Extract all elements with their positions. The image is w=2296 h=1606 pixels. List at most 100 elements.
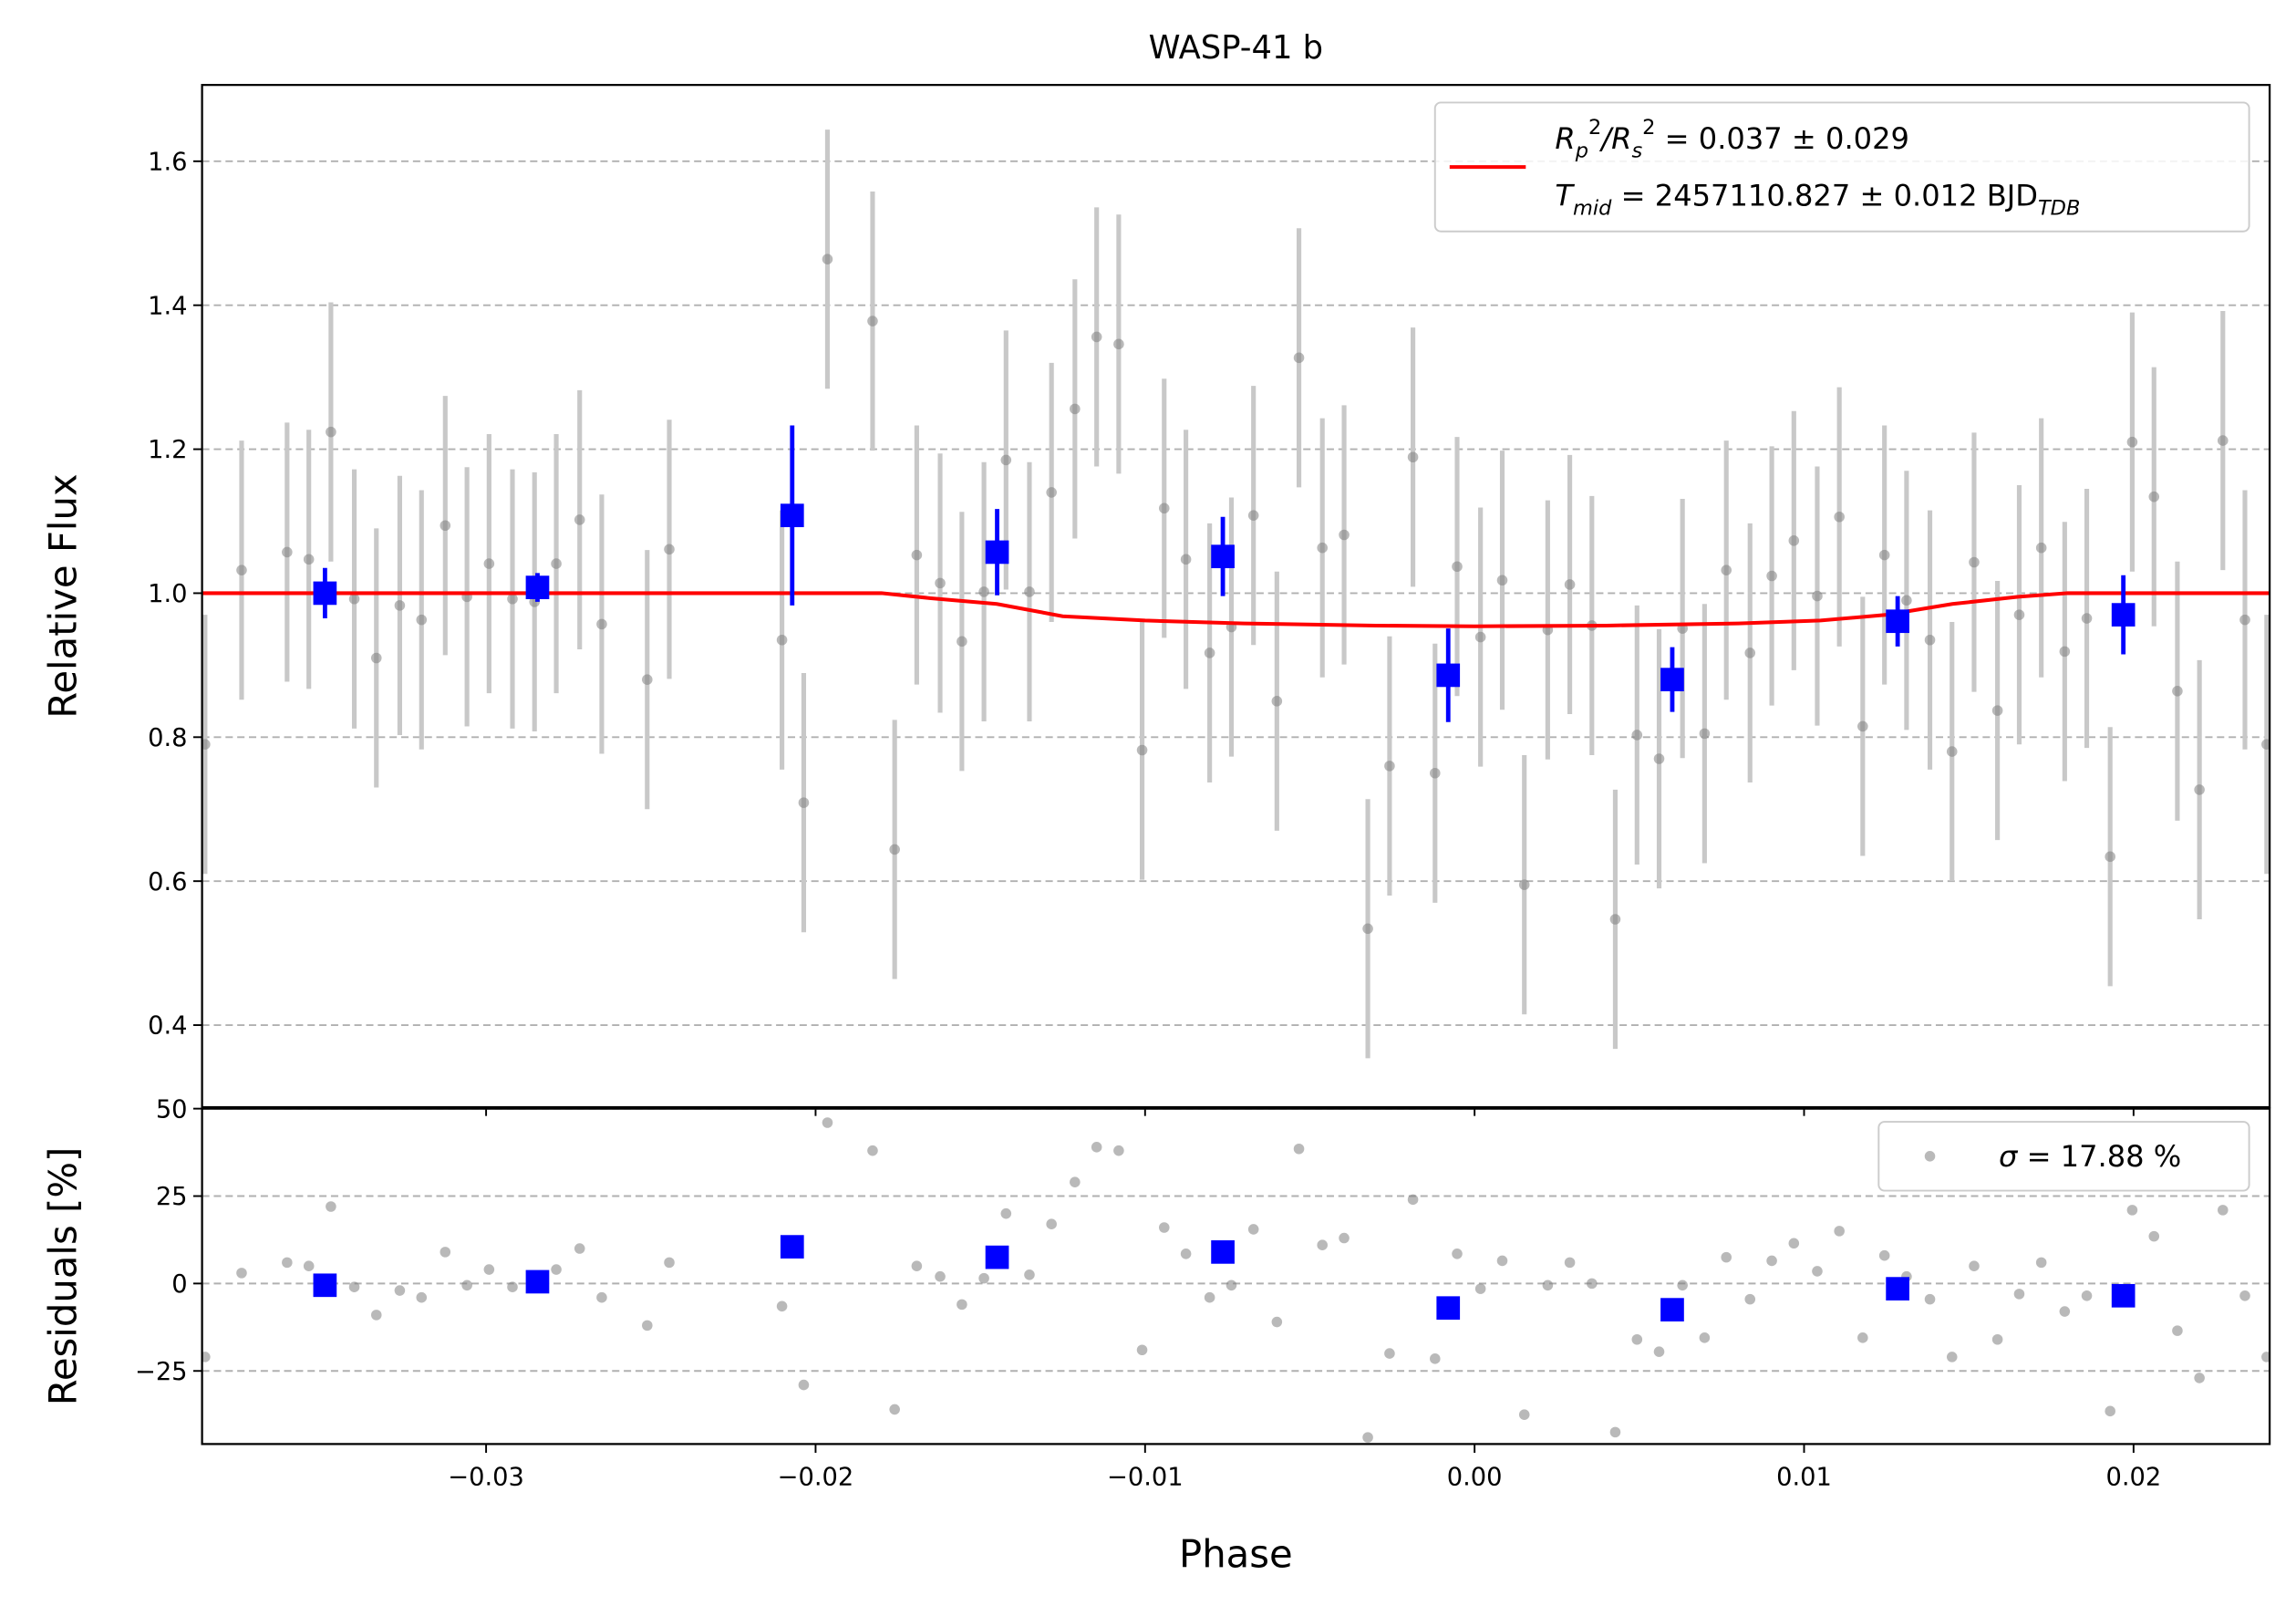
binned-point	[780, 1235, 804, 1259]
axes-frame	[201, 1107, 2271, 1445]
binned-point	[780, 503, 804, 528]
binned-point	[525, 1269, 550, 1294]
legend-box	[1877, 1121, 2250, 1192]
binned-point	[1886, 609, 1909, 634]
data-point	[416, 1291, 428, 1303]
data-point	[2239, 614, 2250, 626]
data-point	[1293, 1143, 1305, 1155]
data-point	[1542, 1280, 1554, 1291]
data-point	[867, 316, 878, 326]
data-point	[1452, 561, 1463, 573]
data-point	[935, 1270, 946, 1282]
data-point	[1812, 590, 1823, 602]
data-point	[1653, 1346, 1665, 1357]
data-point	[1857, 1332, 1868, 1343]
data-point	[822, 1117, 833, 1128]
data-point	[1430, 767, 1441, 779]
y-tick-label: 50	[156, 1095, 188, 1124]
legend-label-part: 2	[1588, 116, 1601, 140]
y-tick-label: 0	[171, 1270, 187, 1299]
y-axis-label: Residuals [%]	[41, 1147, 86, 1406]
data-point	[370, 652, 382, 664]
y-tick-label: −25	[135, 1358, 188, 1386]
data-point	[1046, 487, 1057, 498]
data-point	[483, 1264, 495, 1275]
data-point	[1878, 1249, 1890, 1261]
data-point	[2081, 613, 2093, 624]
binned-point	[1660, 668, 1684, 692]
data-point	[551, 1264, 562, 1275]
data-point	[2105, 851, 2115, 863]
data-point	[1564, 579, 1576, 590]
data-point	[1834, 511, 1845, 523]
data-point	[1609, 1426, 1621, 1438]
data-point	[1564, 1257, 1576, 1269]
data-point	[2172, 686, 2183, 697]
data-point	[1812, 1266, 1823, 1277]
x-tick-label: 0.00	[1447, 1463, 1503, 1491]
data-point	[1113, 1145, 1124, 1156]
data-point	[1924, 634, 1936, 646]
data-point	[1452, 1249, 1463, 1259]
data-point	[1247, 1224, 1259, 1235]
data-point	[889, 844, 900, 855]
data-point	[202, 739, 211, 750]
data-point	[664, 544, 675, 555]
binned-point	[2111, 603, 2136, 627]
legend-label: σ = 17.88 %	[1999, 1139, 2181, 1174]
x-tick-label: −0.03	[448, 1463, 524, 1491]
data-point	[1653, 753, 1665, 764]
data-point	[1180, 554, 1192, 565]
data-point	[776, 1300, 788, 1312]
binned-point	[985, 1245, 1009, 1269]
data-point	[483, 558, 495, 569]
data-point	[440, 520, 451, 532]
binned-point	[313, 581, 337, 606]
data-point	[2218, 435, 2229, 446]
data-point	[1878, 549, 1890, 561]
data-point	[1271, 1316, 1283, 1328]
data-point	[2148, 1230, 2160, 1242]
data-point	[1496, 575, 1508, 586]
data-point	[911, 549, 923, 561]
data-point	[202, 1352, 211, 1363]
data-point	[1946, 1352, 1958, 1363]
binned-point	[985, 540, 1009, 565]
data-point	[303, 554, 315, 565]
binned-point	[1660, 1298, 1684, 1321]
y-tick-label: 1.4	[148, 292, 187, 320]
data-point	[1091, 1142, 1102, 1153]
data-point	[935, 577, 946, 589]
data-point	[348, 593, 360, 605]
legend-label-part: R	[1611, 121, 1631, 156]
data-point	[2194, 1373, 2205, 1383]
data-point	[507, 1281, 518, 1292]
legend-label-part: /	[1598, 121, 1614, 156]
data-point	[236, 565, 247, 575]
data-point	[416, 614, 428, 626]
data-point	[1247, 510, 1259, 521]
data-point	[1204, 1291, 1215, 1303]
x-tick-label: −0.02	[778, 1463, 854, 1491]
data-point	[1631, 1333, 1643, 1345]
data-point	[1407, 451, 1419, 463]
y-tick-label: 0.4	[148, 1012, 187, 1041]
data-point	[1070, 403, 1081, 415]
x-tick-label: 0.01	[1776, 1463, 1832, 1491]
binned-point	[1211, 544, 1235, 569]
data-point	[1609, 914, 1621, 925]
data-point	[394, 600, 406, 611]
data-point	[664, 1257, 675, 1269]
data-point	[1271, 696, 1283, 707]
data-point	[1677, 1280, 1688, 1291]
data-point	[370, 1310, 382, 1321]
data-point	[1924, 1293, 1936, 1305]
data-point	[2035, 1257, 2047, 1269]
data-point	[2126, 1205, 2138, 1216]
y-tick-label: 25	[156, 1183, 188, 1211]
data-point	[326, 426, 336, 438]
binned-point	[2111, 1283, 2136, 1308]
data-point	[507, 593, 518, 605]
y-tick-label: 1.2	[148, 436, 187, 464]
